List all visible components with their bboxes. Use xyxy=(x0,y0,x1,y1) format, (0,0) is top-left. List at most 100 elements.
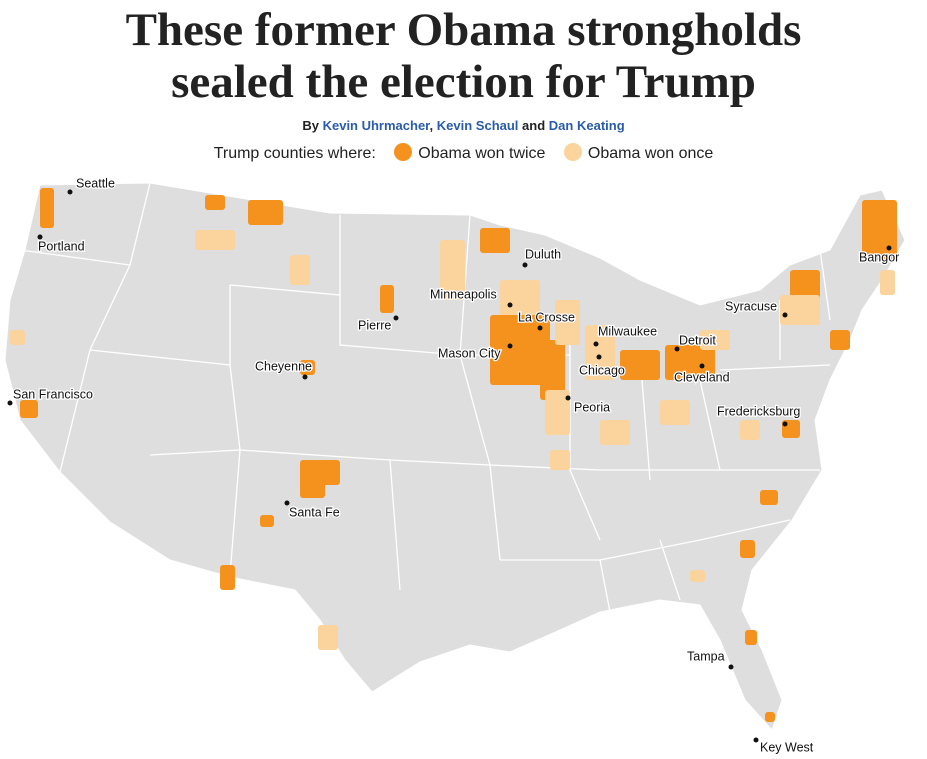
city-label: Key West xyxy=(760,740,814,754)
state-line xyxy=(699,379,721,471)
county-group xyxy=(220,565,235,590)
city-dot xyxy=(886,245,892,251)
state-line xyxy=(489,464,601,471)
county-group xyxy=(205,195,225,210)
legend-swatch xyxy=(394,143,413,161)
county-group xyxy=(480,228,510,253)
state-line xyxy=(229,449,241,576)
city-dot xyxy=(67,189,73,195)
city-label: Fredericksburg xyxy=(717,404,800,418)
county-group xyxy=(660,400,690,425)
county-group xyxy=(318,625,338,650)
city-label: Tampa xyxy=(687,649,725,663)
county-group xyxy=(300,360,315,375)
county-group xyxy=(665,345,715,380)
county-group xyxy=(862,200,897,260)
city-label: Minneapolis xyxy=(430,287,497,301)
city-dot xyxy=(593,341,599,347)
county-group xyxy=(380,285,394,313)
state-line xyxy=(599,559,611,613)
county-group xyxy=(740,540,755,558)
city-label: Chicago xyxy=(579,363,625,377)
city-dot xyxy=(507,302,513,308)
state-line xyxy=(719,364,831,371)
city-dot xyxy=(284,500,290,506)
county-group xyxy=(740,420,760,440)
city-dot xyxy=(522,262,528,268)
city-dot xyxy=(782,421,788,427)
city-label: Detroit xyxy=(679,333,716,347)
city-label: Seattle xyxy=(76,176,115,190)
county-group xyxy=(700,330,730,350)
legend: Trump counties where: Obama won twice Ob… xyxy=(0,143,927,163)
county-group xyxy=(540,340,565,400)
author[interactable]: Kevin Uhrmacher xyxy=(322,118,430,133)
city-dot xyxy=(782,312,788,318)
city-label: Cheyenne xyxy=(255,359,312,373)
state-line xyxy=(459,354,491,466)
city-dot xyxy=(596,354,602,360)
city-label: Mason City xyxy=(438,346,501,360)
city-dot xyxy=(699,363,705,369)
city-label: Peoria xyxy=(574,400,610,414)
city-dot xyxy=(674,346,680,352)
city-label: Cleveland xyxy=(674,370,730,384)
county-group xyxy=(550,450,570,470)
city-dot xyxy=(37,234,43,240)
state-line xyxy=(339,295,461,356)
county-group xyxy=(300,480,325,498)
state-line xyxy=(500,519,791,561)
city-label: Syracuse xyxy=(725,299,777,313)
county-group xyxy=(880,270,895,295)
city-dot xyxy=(507,343,513,349)
county-group xyxy=(620,350,660,380)
city-dot xyxy=(537,325,543,331)
city-dot xyxy=(7,400,13,406)
county-group xyxy=(555,300,580,345)
state-line xyxy=(129,182,151,266)
county-group xyxy=(260,515,274,527)
city-label: San Francisco xyxy=(13,387,93,401)
author[interactable]: Dan Keating xyxy=(548,118,625,133)
state-line xyxy=(149,449,241,456)
county-group xyxy=(600,420,630,445)
state-line xyxy=(659,539,681,601)
legend-item: Obama won twice xyxy=(418,145,546,162)
county-group xyxy=(40,188,54,228)
city-label: Pierre xyxy=(358,318,391,332)
county-group xyxy=(760,490,778,505)
byline: By Kevin Uhrmacher, Kevin Schaul and Dan… xyxy=(0,118,927,133)
county-group xyxy=(515,360,540,385)
city-label: La Crosse xyxy=(518,310,575,324)
county-group xyxy=(545,390,570,435)
city-label: Bangor xyxy=(859,250,899,264)
title-line: sealed the election for Trump xyxy=(171,56,756,108)
city-dot xyxy=(565,395,571,401)
byline-by: By xyxy=(302,118,319,133)
state-line xyxy=(229,285,241,451)
city-label: Duluth xyxy=(525,247,561,261)
county-group xyxy=(440,240,465,300)
county-group xyxy=(745,630,757,645)
author[interactable]: Kevin Schaul xyxy=(436,118,519,133)
city-dot xyxy=(728,664,734,670)
separator: , xyxy=(429,118,434,133)
county-group xyxy=(290,255,310,285)
separator: and xyxy=(522,118,546,133)
legend-item: Obama won once xyxy=(587,145,714,162)
city-label: Portland xyxy=(38,239,85,253)
county-group xyxy=(10,330,25,345)
state-line xyxy=(19,249,131,266)
county-group xyxy=(780,295,820,325)
legend-swatch xyxy=(563,143,582,161)
legend-label: Trump counties where: xyxy=(213,145,376,162)
state-line xyxy=(569,300,601,541)
county-group xyxy=(690,570,705,582)
county-group xyxy=(248,200,283,225)
state-line xyxy=(819,249,831,321)
city-dot xyxy=(753,737,759,743)
county-group xyxy=(765,712,775,722)
county-group xyxy=(195,230,235,250)
